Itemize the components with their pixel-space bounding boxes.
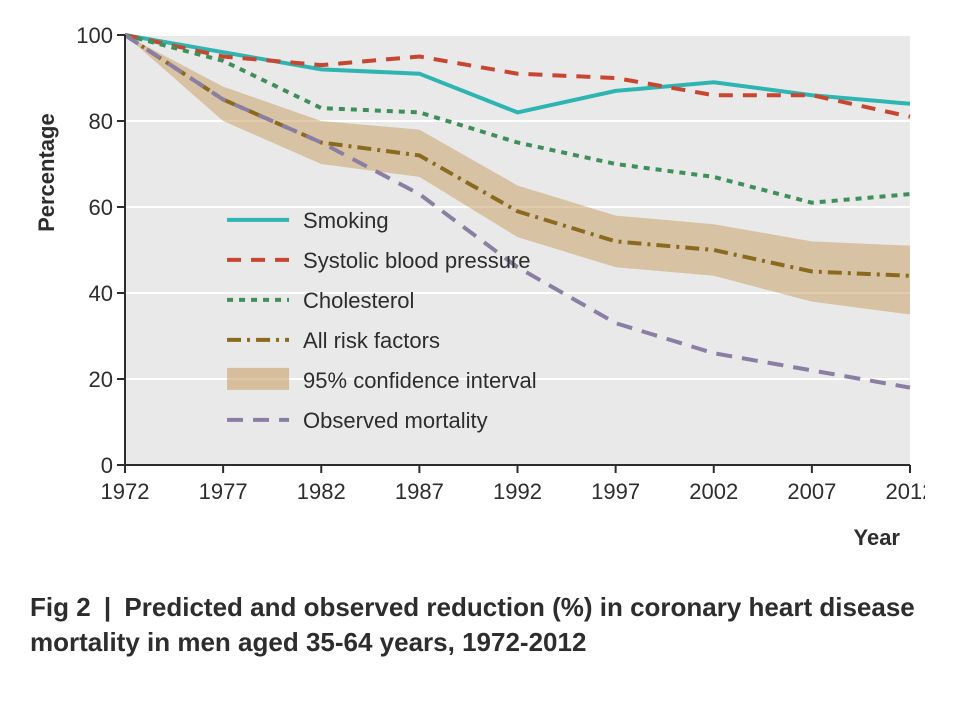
x-tick-label: 1977: [199, 479, 248, 504]
x-tick-label: 1997: [591, 479, 640, 504]
y-tick-label: 60: [89, 195, 113, 220]
y-tick-label: 0: [101, 453, 113, 478]
y-axis-title: Percentage: [34, 113, 59, 232]
x-tick-label: 1972: [101, 479, 150, 504]
y-tick-label: 40: [89, 281, 113, 306]
caption-body: Predicted and observed reduction (%) in …: [30, 592, 915, 657]
y-tick-label: 100: [76, 23, 113, 48]
y-tick-label: 80: [89, 109, 113, 134]
x-tick-label: 2012: [886, 479, 925, 504]
line-chart: 0 20 40 60 80 100 1972 1977 1982 1987 1992 1997 2002…: [30, 20, 925, 560]
legend-swatch-ci: [227, 368, 289, 390]
x-axis-title: Year: [854, 525, 901, 550]
caption-separator: |: [104, 592, 111, 622]
figure-caption: Fig 2 | Predicted and observed reduction…: [30, 590, 925, 660]
y-tick-label: 20: [89, 367, 113, 392]
legend-label-smoking: Smoking: [303, 208, 389, 233]
x-tick-label: 1987: [395, 479, 444, 504]
x-tick-label: 1992: [493, 479, 542, 504]
figure-container: 0 20 40 60 80 100 1972 1977 1982 1987 1992 1997 2002…: [0, 0, 955, 714]
legend-label-sbp: Systolic blood pressure: [303, 248, 530, 273]
caption-prefix: Fig 2: [30, 592, 91, 622]
legend-label-observed: Observed mortality: [303, 408, 488, 433]
legend-label-chol: Cholesterol: [303, 288, 414, 313]
x-tick-label: 2007: [787, 479, 836, 504]
legend-label-ci: 95% confidence interval: [303, 368, 537, 393]
x-tick-label: 2002: [689, 479, 738, 504]
legend-label-allrf: All risk factors: [303, 328, 440, 353]
x-tick-label: 1982: [297, 479, 346, 504]
